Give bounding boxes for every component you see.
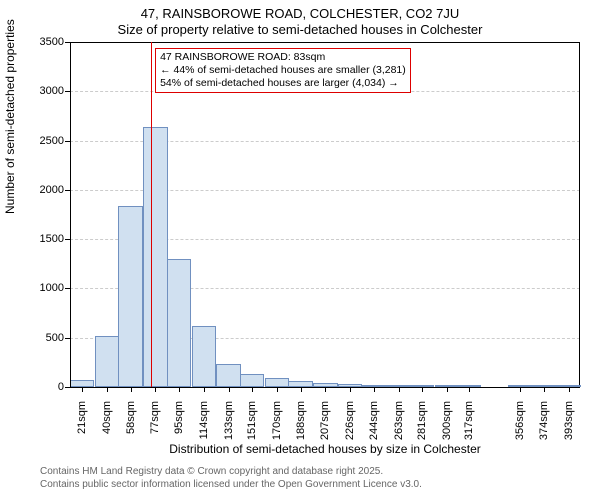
x-tick-label: 188sqm (295, 401, 307, 446)
x-tick (469, 387, 470, 392)
annotation-line1: 47 RAINSBOROWE ROAD: 83sqm (160, 51, 406, 64)
histogram-bar (95, 336, 119, 387)
x-tick-label: 244sqm (368, 401, 380, 446)
y-tick-label: 2000 (40, 184, 64, 196)
annotation-line2: ← 44% of semi-detached houses are smalle… (160, 64, 406, 77)
x-tick-label: 263sqm (393, 401, 405, 446)
annotation-box: 47 RAINSBOROWE ROAD: 83sqm ← 44% of semi… (155, 48, 411, 93)
chart-container: 47, RAINSBOROWE ROAD, COLCHESTER, CO2 7J… (0, 0, 600, 500)
y-tick (65, 239, 70, 240)
y-tick-label: 3500 (40, 36, 64, 48)
x-tick-label: 58sqm (125, 401, 137, 446)
x-tick (131, 387, 132, 392)
x-tick (107, 387, 108, 392)
x-tick-label: 207sqm (319, 401, 331, 446)
histogram-bar (143, 127, 167, 387)
x-tick (374, 387, 375, 392)
x-tick-label: 114sqm (198, 401, 210, 446)
x-tick (252, 387, 253, 392)
histogram-bar (216, 364, 240, 387)
histogram-bar (240, 374, 264, 387)
x-tick-label: 40sqm (101, 401, 113, 446)
x-tick (277, 387, 278, 392)
x-tick (520, 387, 521, 392)
x-tick (301, 387, 302, 392)
x-tick (155, 387, 156, 392)
histogram-bar (192, 326, 216, 387)
x-tick-label: 151sqm (246, 401, 258, 446)
y-tick-label: 500 (46, 332, 64, 344)
y-axis-label: Number of semi-detached properties (3, 19, 17, 214)
x-axis-label: Distribution of semi-detached houses by … (70, 442, 580, 456)
x-tick (179, 387, 180, 392)
y-tick-label: 2500 (40, 135, 64, 147)
x-tick-label: 393sqm (563, 401, 575, 446)
y-tick (65, 387, 70, 388)
x-tick-label: 21sqm (76, 401, 88, 446)
histogram-bar (70, 380, 94, 387)
y-tick-label: 1500 (40, 233, 64, 245)
x-tick (569, 387, 570, 392)
x-tick-label: 374sqm (538, 401, 550, 446)
x-tick (325, 387, 326, 392)
annotation-line3: 54% of semi-detached houses are larger (… (160, 77, 406, 90)
y-tick-label: 1000 (40, 282, 64, 294)
x-tick (82, 387, 83, 392)
x-tick-label: 77sqm (149, 401, 161, 446)
histogram-bar (167, 259, 191, 387)
x-tick (399, 387, 400, 392)
chart-title-line1: 47, RAINSBOROWE ROAD, COLCHESTER, CO2 7J… (0, 6, 600, 21)
footer-line2: Contains public sector information licen… (40, 479, 422, 490)
x-tick-label: 317sqm (463, 401, 475, 446)
y-tick (65, 288, 70, 289)
histogram-bar (118, 206, 142, 387)
x-tick (544, 387, 545, 392)
histogram-bar (265, 378, 289, 387)
x-tick-label: 300sqm (441, 401, 453, 446)
x-tick-label: 95sqm (173, 401, 185, 446)
y-tick (65, 42, 70, 43)
y-tick (65, 141, 70, 142)
reference-line (151, 42, 152, 387)
x-tick (422, 387, 423, 392)
y-tick-label: 0 (58, 381, 64, 393)
y-tick (65, 190, 70, 191)
footer-line1: Contains HM Land Registry data © Crown c… (40, 466, 383, 477)
x-tick (229, 387, 230, 392)
x-tick-label: 133sqm (223, 401, 235, 446)
plot-area (70, 42, 580, 387)
x-tick-label: 356sqm (514, 401, 526, 446)
x-tick-label: 170sqm (271, 401, 283, 446)
x-tick (350, 387, 351, 392)
x-tick (204, 387, 205, 392)
y-tick (65, 338, 70, 339)
y-tick-label: 3000 (40, 85, 64, 97)
y-tick (65, 91, 70, 92)
chart-title-line2: Size of property relative to semi-detach… (0, 22, 600, 37)
y-axis-line (70, 42, 71, 387)
x-tick-label: 226sqm (344, 401, 356, 446)
x-tick (447, 387, 448, 392)
x-tick-label: 281sqm (416, 401, 428, 446)
